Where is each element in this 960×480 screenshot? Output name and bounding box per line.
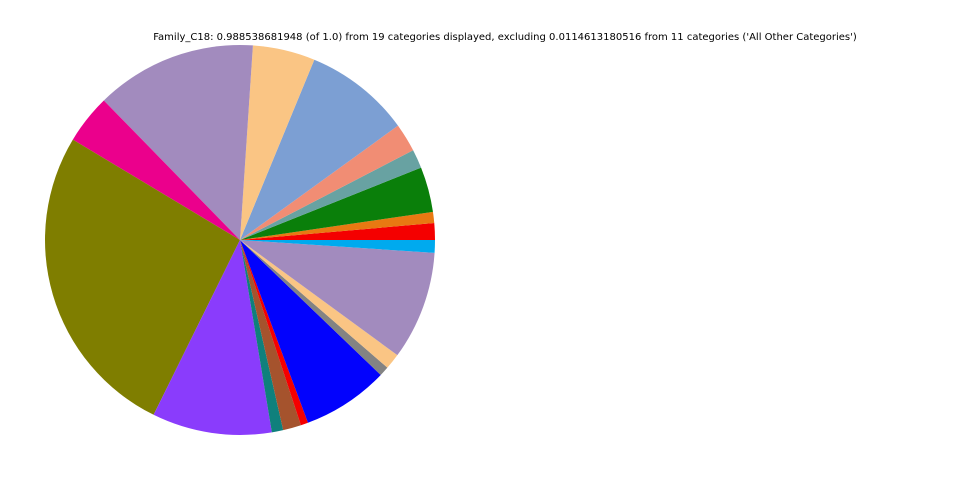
pie-slice-10	[45, 139, 241, 415]
pie-slice-17	[240, 240, 398, 368]
pie-slice-19	[240, 240, 435, 253]
pie-slice-4	[240, 150, 422, 240]
pie-slice-7	[240, 45, 315, 241]
pie-slice-9	[72, 100, 240, 240]
chart-title: Family_C18: 0.988538681948 (of 1.0) from…	[153, 32, 857, 43]
pie-slice-14	[240, 240, 308, 426]
pie-slice-16	[240, 240, 388, 375]
pie-slice-3	[240, 167, 433, 240]
pie-slice-18	[240, 240, 435, 356]
pie-slice-11	[153, 240, 272, 435]
pie-slice-5	[240, 125, 414, 240]
pie-slice-2	[240, 211, 435, 240]
pie-slice-12	[240, 240, 284, 433]
pie-slice-13	[240, 240, 301, 431]
pie-slice-15	[240, 240, 381, 423]
pie-slice-1	[240, 223, 435, 240]
pie-slice-8	[103, 45, 253, 241]
pie-slice-6	[240, 59, 398, 241]
